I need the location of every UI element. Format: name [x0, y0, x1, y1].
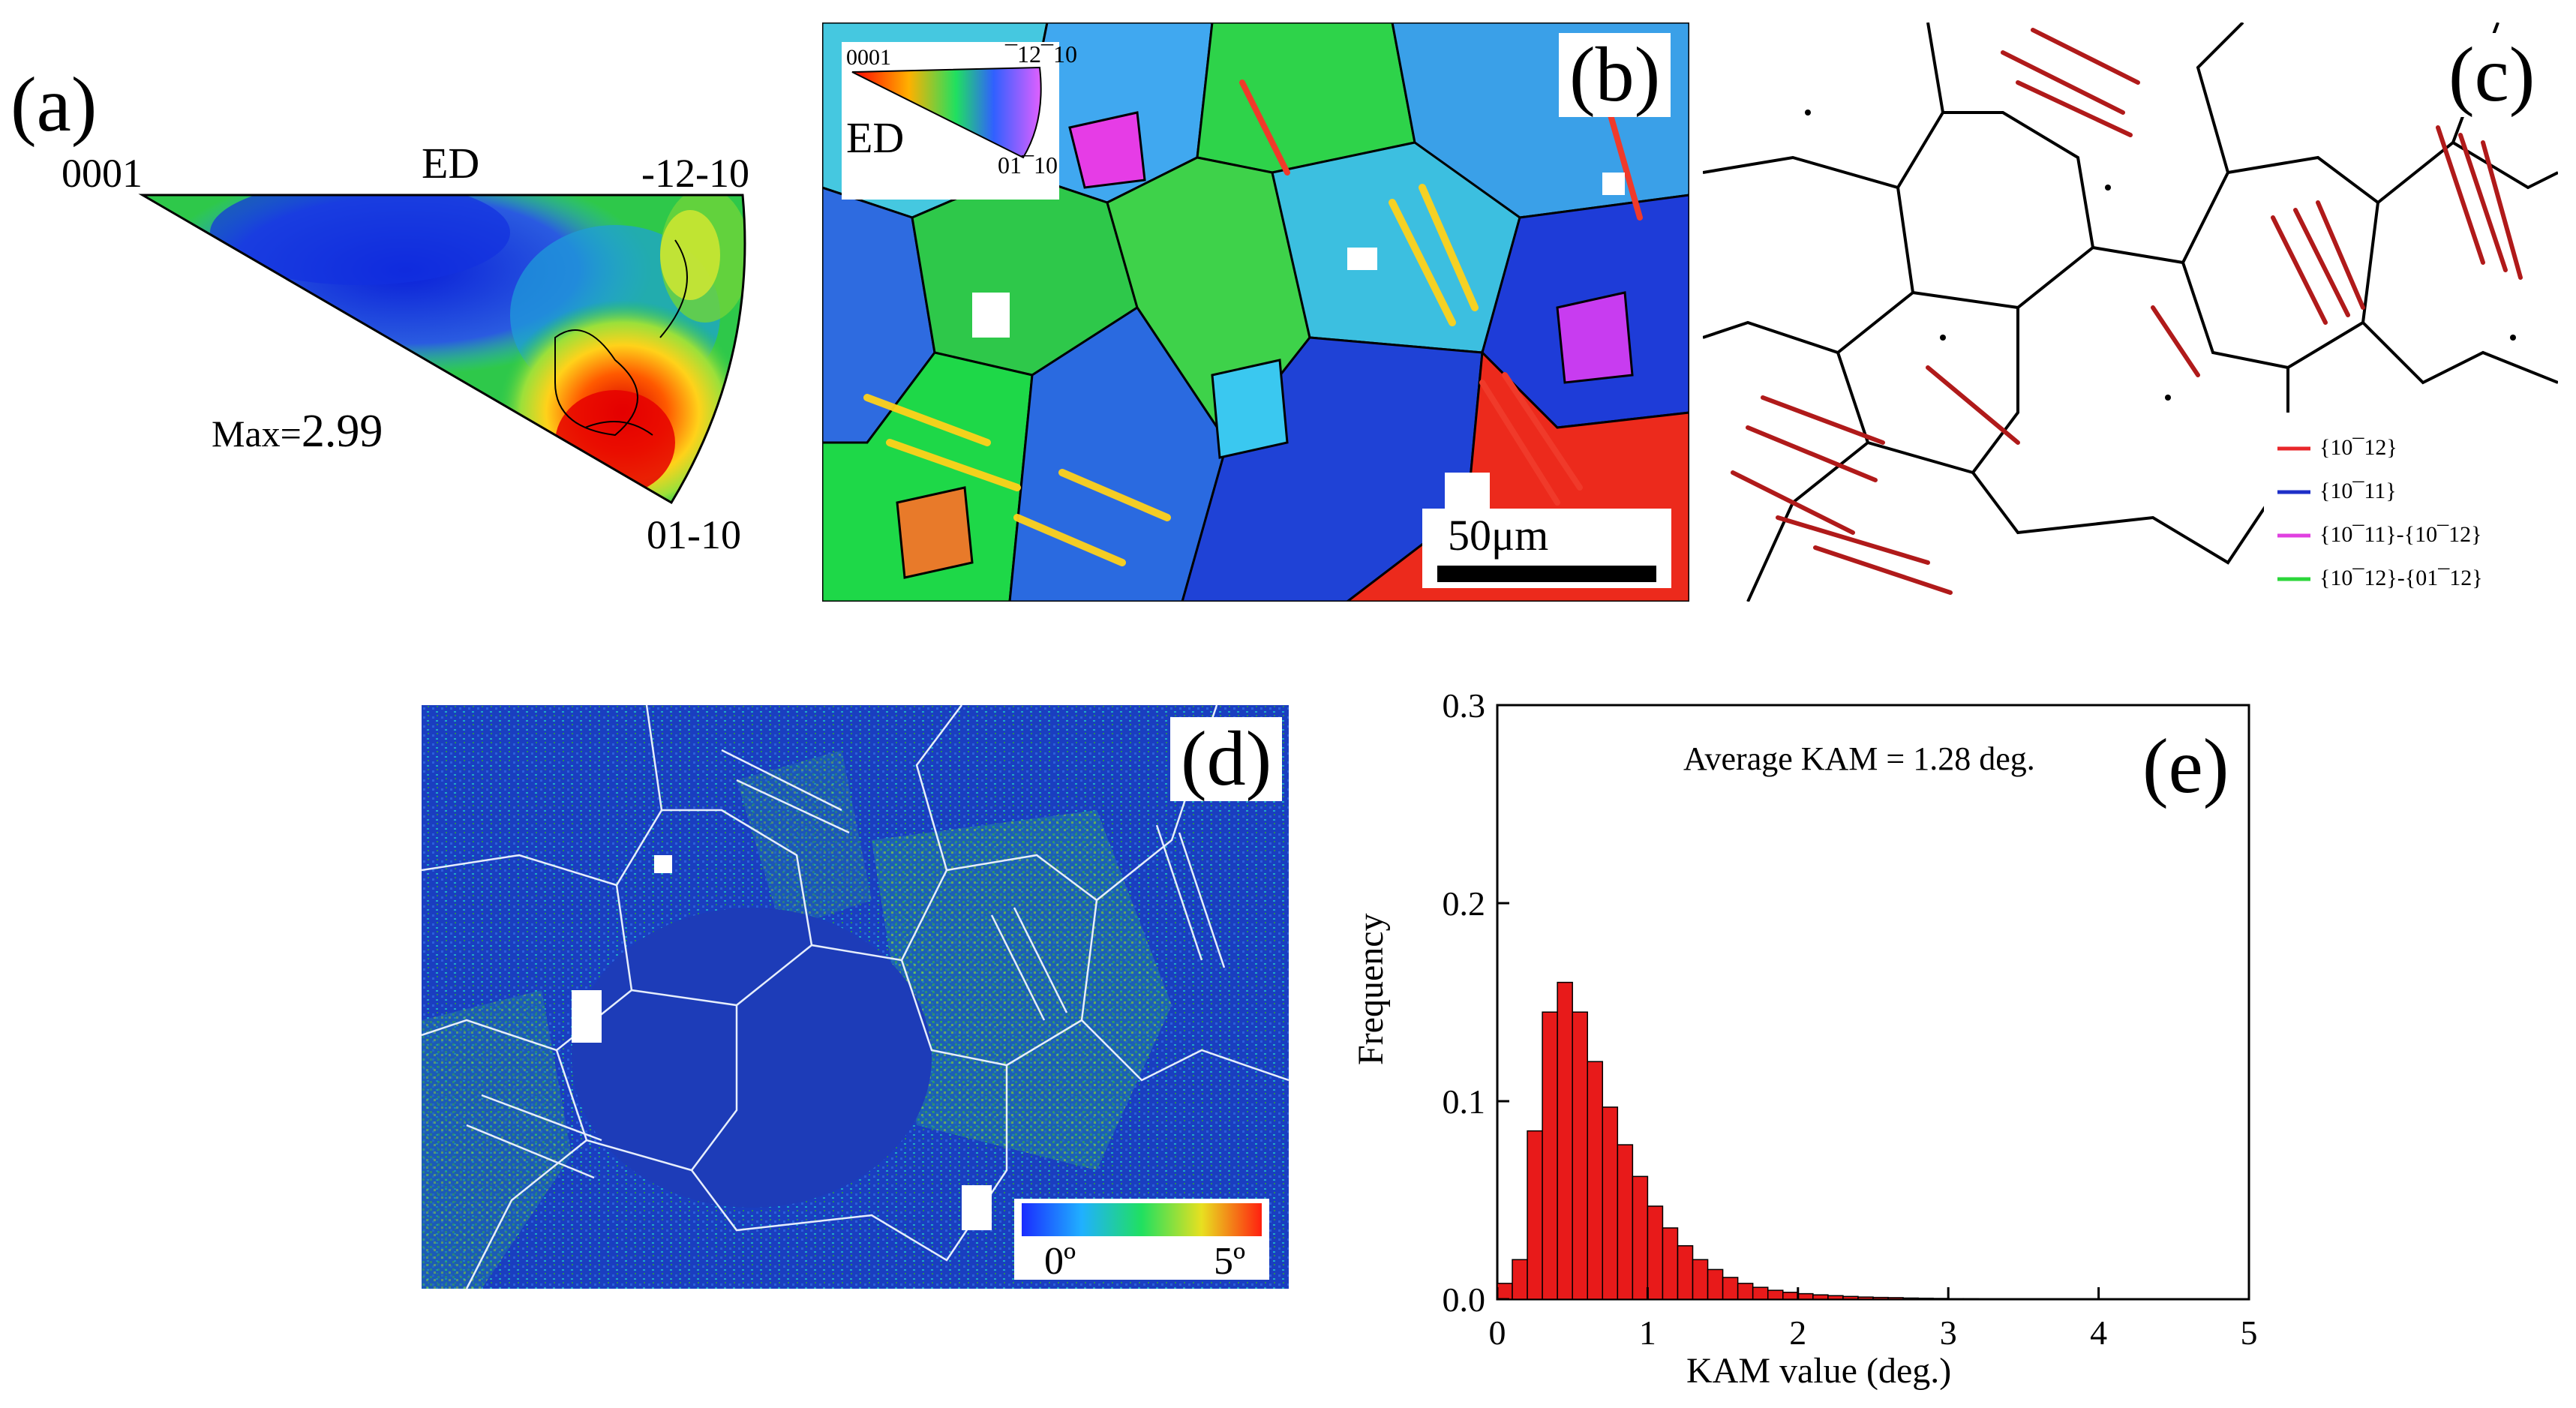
- colorbar-max: 5º: [1214, 1240, 1246, 1283]
- scale-bar: [1437, 566, 1656, 582]
- histogram-bar: [1977, 1298, 1995, 1300]
- histogram-bar: [1617, 1144, 1634, 1300]
- y-tick-label: 0.1: [1443, 1082, 1486, 1121]
- histogram-bar: [1602, 1106, 1619, 1300]
- legend-text-3: {10¯11}-{10¯12}: [2319, 522, 2482, 547]
- histogram-bar: [1512, 1259, 1528, 1300]
- kam-histogram: 0 1 2 3 4 5 0.0 0.1 0.2 0.3: [1443, 686, 2258, 1352]
- legend-1210: ¯12¯10: [1005, 41, 1077, 68]
- x-axis-title: KAM value (deg.): [1686, 1351, 1952, 1391]
- histogram-bar: [1752, 1286, 1769, 1300]
- ipf-orientation-map: [822, 23, 1689, 602]
- legend-0001: 0001: [846, 45, 891, 70]
- kam-map: [422, 705, 1289, 1289]
- histogram-bar: [1947, 1298, 1964, 1300]
- histogram-bar: [1662, 1227, 1679, 1300]
- y-axis-title: Frequency: [1351, 913, 1391, 1065]
- histogram-bar: [1542, 1011, 1558, 1300]
- legend-text-2: {10¯11}: [2319, 479, 2397, 503]
- legend-text-4: {10¯12}-{01¯12}: [2319, 566, 2483, 590]
- panel-e-label: (e): [2142, 723, 2229, 809]
- histogram-bar: [1632, 1175, 1649, 1300]
- twin-boundary-map: [1703, 23, 2558, 602]
- panel-b-label: (b): [1559, 33, 1671, 117]
- histogram-bar: [1812, 1294, 1829, 1300]
- max-label: Max=2.99: [212, 405, 383, 458]
- max-value: 2.99: [301, 406, 383, 457]
- histogram-bar: [1647, 1205, 1664, 1300]
- scale-bar-label: 50μm: [1448, 511, 1549, 560]
- panel-a-label: (a): [11, 62, 98, 148]
- y-tick-label: 0.3: [1443, 686, 1486, 725]
- kam-colorbar: [1022, 1203, 1262, 1236]
- x-tick-label: 1: [1639, 1313, 1656, 1352]
- histogram-bar: [1962, 1298, 1980, 1300]
- max-text: Max=: [212, 413, 302, 455]
- histogram-bar: [1797, 1292, 1814, 1300]
- ipf-legend-triangle: [851, 66, 1042, 159]
- x-tick-label: 4: [2090, 1313, 2107, 1352]
- histogram-bar: [1887, 1297, 1904, 1300]
- legend-0110: 01¯10: [998, 152, 1058, 179]
- histogram-bar: [1497, 1283, 1513, 1300]
- histogram-bar: [1527, 1130, 1543, 1300]
- histogram-bar: [1722, 1277, 1739, 1300]
- histogram-bar: [1917, 1297, 1934, 1300]
- histogram-bar: [1767, 1289, 1784, 1300]
- average-kam-annotation: Average KAM = 1.28 deg.: [1683, 740, 2035, 777]
- histogram-bar: [1572, 1011, 1588, 1300]
- x-tick-label: 2: [1789, 1313, 1806, 1352]
- histogram-bar: [2007, 1298, 2025, 1300]
- y-tick-label: 0.0: [1443, 1280, 1486, 1319]
- histogram-bar: [1902, 1297, 1919, 1300]
- histogram-bar: [1857, 1296, 1874, 1300]
- histogram-bar: [1842, 1295, 1859, 1300]
- histogram-bar: [1737, 1283, 1754, 1300]
- pole-0001-label: 0001: [62, 151, 143, 196]
- panel-c-label: (c): [2438, 33, 2546, 117]
- legend-text-1: {10¯12}: [2319, 435, 2397, 460]
- y-tick-label: 0.2: [1443, 884, 1486, 923]
- panel-d-label: (d): [1170, 717, 1283, 801]
- histogram-bar: [1692, 1259, 1709, 1300]
- legend-ed: ED: [846, 113, 905, 162]
- histogram-bar: [1782, 1292, 1799, 1300]
- inverse-pole-figure: [138, 194, 746, 505]
- x-tick-label: 5: [2241, 1313, 2258, 1352]
- histogram-bar: [1932, 1298, 1949, 1300]
- pole-1210-label: -12-10: [641, 151, 749, 196]
- colorbar-min: 0º: [1044, 1240, 1076, 1283]
- x-tick-label: 0: [1489, 1313, 1506, 1352]
- histogram-bar: [1992, 1298, 2010, 1300]
- histogram-bar: [1557, 981, 1573, 1300]
- histogram-bar: [1827, 1295, 1844, 1300]
- pole-0110-label: 01-10: [647, 512, 741, 557]
- histogram-bar: [1587, 1061, 1604, 1300]
- histogram-bar: [1707, 1268, 1724, 1300]
- twin-legend-box: [2264, 413, 2558, 602]
- histogram-bar: [1872, 1296, 1889, 1300]
- ed-label: ED: [422, 139, 480, 188]
- x-tick-label: 3: [1940, 1313, 1957, 1352]
- histogram-bar: [1677, 1244, 1694, 1300]
